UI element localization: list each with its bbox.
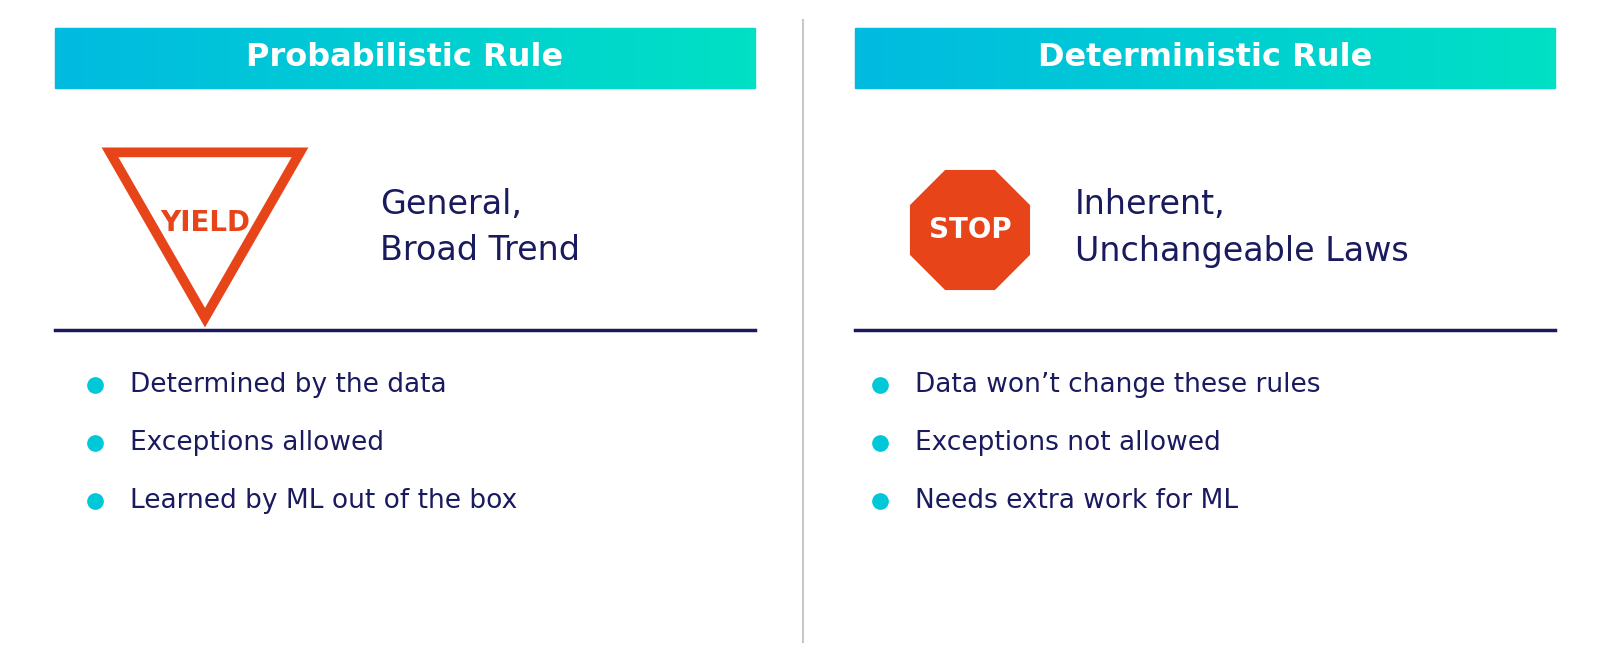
Text: Learned by ML out of the box: Learned by ML out of the box bbox=[130, 488, 517, 514]
Text: Inherent,: Inherent, bbox=[1075, 189, 1226, 222]
Text: Broad Trend: Broad Trend bbox=[379, 234, 580, 267]
Text: Unchangeable Laws: Unchangeable Laws bbox=[1075, 236, 1409, 269]
Text: Data won’t change these rules: Data won’t change these rules bbox=[914, 372, 1321, 398]
Text: Exceptions allowed: Exceptions allowed bbox=[130, 430, 384, 456]
Text: Probabilistic Rule: Probabilistic Rule bbox=[246, 42, 564, 73]
Text: YIELD: YIELD bbox=[161, 209, 251, 237]
Text: Exceptions not allowed: Exceptions not allowed bbox=[914, 430, 1221, 456]
Text: STOP: STOP bbox=[929, 216, 1011, 244]
Text: General,: General, bbox=[379, 189, 522, 222]
Text: Determined by the data: Determined by the data bbox=[130, 372, 447, 398]
Text: Deterministic Rule: Deterministic Rule bbox=[1038, 42, 1372, 73]
Polygon shape bbox=[109, 152, 301, 318]
Polygon shape bbox=[910, 170, 1030, 290]
Text: Needs extra work for ML: Needs extra work for ML bbox=[914, 488, 1237, 514]
